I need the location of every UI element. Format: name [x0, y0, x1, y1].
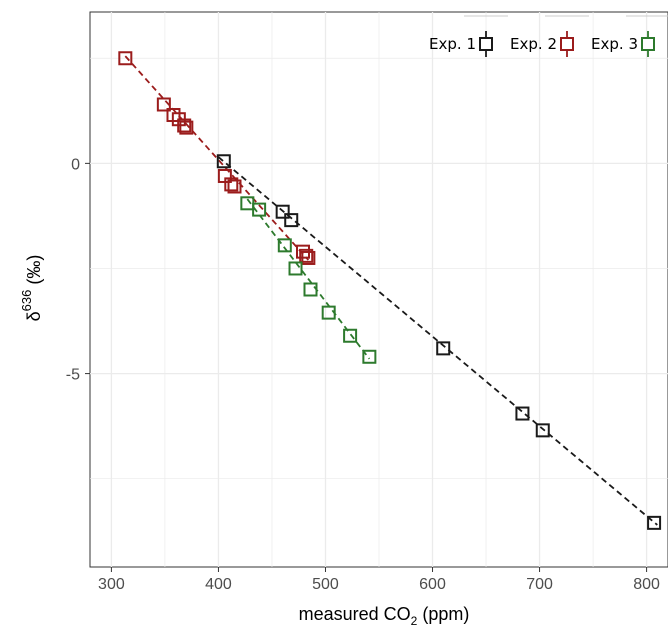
- data-point: [284, 213, 299, 228]
- x-axis-title-text: measured CO: [299, 604, 411, 624]
- data-point: [288, 261, 303, 276]
- y-axis-title: δ636 (‰): [19, 255, 44, 322]
- legend-label: Exp. 2: [510, 35, 557, 53]
- fit-line: [217, 156, 658, 526]
- y-axis-ticks: 0 -5: [66, 156, 90, 384]
- y-axis-title-unit: (‰): [24, 255, 44, 290]
- data-point: [436, 341, 451, 356]
- x-tick-label: 600: [419, 576, 446, 593]
- x-tick-label: 400: [205, 576, 232, 593]
- data-point: [515, 406, 530, 421]
- fit-lines: [124, 55, 658, 526]
- data-point: [252, 202, 267, 217]
- fit-line: [124, 55, 310, 261]
- grid: [90, 12, 668, 567]
- data-point: [156, 97, 171, 112]
- fit-line: [246, 198, 371, 360]
- legend-label: Exp. 3: [591, 35, 638, 53]
- legend-key-marker: [560, 37, 574, 51]
- legend: Exp. 1 Exp. 2 Exp. 3: [429, 15, 668, 57]
- y-axis-title-symbol: δ: [24, 311, 44, 321]
- x-axis-title-subscript: 2: [411, 614, 418, 627]
- x-axis-title-unit: (ppm): [417, 604, 469, 624]
- data-point: [177, 118, 192, 133]
- legend-key-marker: [479, 37, 493, 51]
- data-point: [227, 179, 242, 194]
- y-tick-label: -5: [66, 367, 80, 384]
- data-point: [362, 349, 377, 364]
- x-axis-title: measured CO2 (ppm): [299, 604, 470, 627]
- data-point: [275, 204, 290, 219]
- data-point: [647, 515, 662, 530]
- data-point: [216, 154, 231, 169]
- y-tick-label: 0: [71, 156, 80, 173]
- data-point: [179, 120, 194, 135]
- x-tick-label: 700: [526, 576, 553, 593]
- x-tick-label: 500: [312, 576, 339, 593]
- data-point: [224, 177, 239, 192]
- legend-key-marker: [641, 37, 655, 51]
- x-tick-label: 300: [98, 576, 125, 593]
- y-axis-title-superscript: 636: [19, 290, 34, 312]
- data-points: [118, 51, 662, 530]
- data-point: [303, 282, 318, 297]
- data-point: [321, 305, 336, 320]
- legend-label: Exp. 1: [429, 35, 476, 53]
- data-point: [277, 238, 292, 253]
- data-point: [343, 328, 358, 343]
- data-point: [118, 51, 133, 66]
- x-axis-ticks: 300 400 500 600 700 800: [98, 567, 660, 593]
- x-tick-label: 800: [633, 576, 660, 593]
- data-point: [535, 423, 550, 438]
- data-point: [301, 250, 316, 265]
- data-point: [299, 248, 314, 263]
